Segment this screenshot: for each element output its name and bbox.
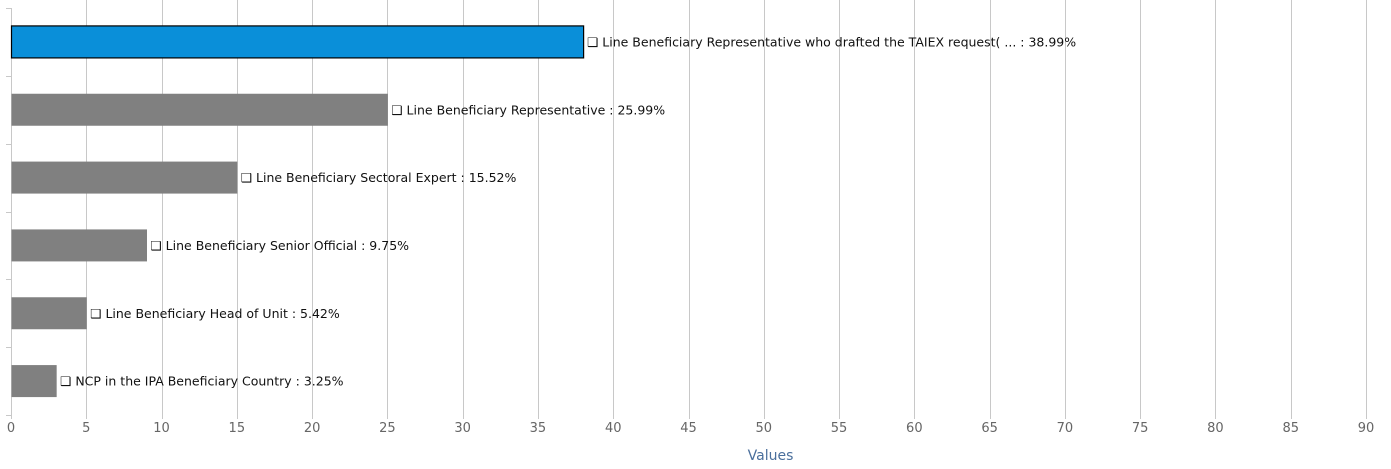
bar-label: ❑ Line Beneficiary Representative who dr… <box>587 34 1076 49</box>
x-tick-label: 30 <box>454 421 471 436</box>
x-tick-label: 40 <box>605 421 622 436</box>
bar[interactable] <box>11 229 148 262</box>
x-tick-label: 45 <box>680 421 697 436</box>
bar[interactable] <box>10 25 585 59</box>
x-tick-label: 20 <box>304 421 321 436</box>
grid-lines <box>86 0 1367 415</box>
x-tick-label: 85 <box>1282 421 1299 436</box>
bar-label: ❑ Line Beneficiary Head of Unit : 5.42% <box>90 306 340 321</box>
x-tick-label: 90 <box>1358 421 1375 436</box>
bar-labels: ❑ Line Beneficiary Representative who dr… <box>60 34 1076 388</box>
x-axis-ticks: 0 5 10 15 20 25 30 35 40 45 50 55 60 65 70 75 80 85 90 <box>7 415 1374 436</box>
bar-label: ❑ Line Beneficiary Sectoral Expert : 15.… <box>241 170 517 185</box>
x-axis-title: Values <box>748 448 794 464</box>
y-axis <box>6 8 12 416</box>
x-tick-label: 0 <box>7 421 15 436</box>
x-tick-label: 80 <box>1207 421 1224 436</box>
x-tick-label: 25 <box>379 421 396 436</box>
bar-label: ❑ Line Beneficiary Senior Official : 9.7… <box>151 238 410 253</box>
x-tick-label: 75 <box>1132 421 1149 436</box>
bar[interactable] <box>11 297 87 330</box>
bar[interactable] <box>11 93 388 126</box>
bar-label: ❑ NCP in the IPA Beneficiary Country : 3… <box>60 374 343 389</box>
bars <box>10 25 585 398</box>
x-tick-label: 60 <box>906 421 923 436</box>
x-tick-label: 65 <box>981 421 998 436</box>
x-tick-label: 70 <box>1057 421 1074 436</box>
x-tick-label: 35 <box>530 421 547 436</box>
x-tick-label: 15 <box>229 421 246 436</box>
x-tick-label: 50 <box>756 421 773 436</box>
bar[interactable] <box>11 365 57 398</box>
x-tick-label: 5 <box>82 421 90 436</box>
bar[interactable] <box>11 161 238 194</box>
bar-label: ❑ Line Beneficiary Representative : 25.9… <box>391 102 665 117</box>
x-tick-label: 55 <box>831 421 848 436</box>
x-tick-label: 10 <box>153 421 170 436</box>
